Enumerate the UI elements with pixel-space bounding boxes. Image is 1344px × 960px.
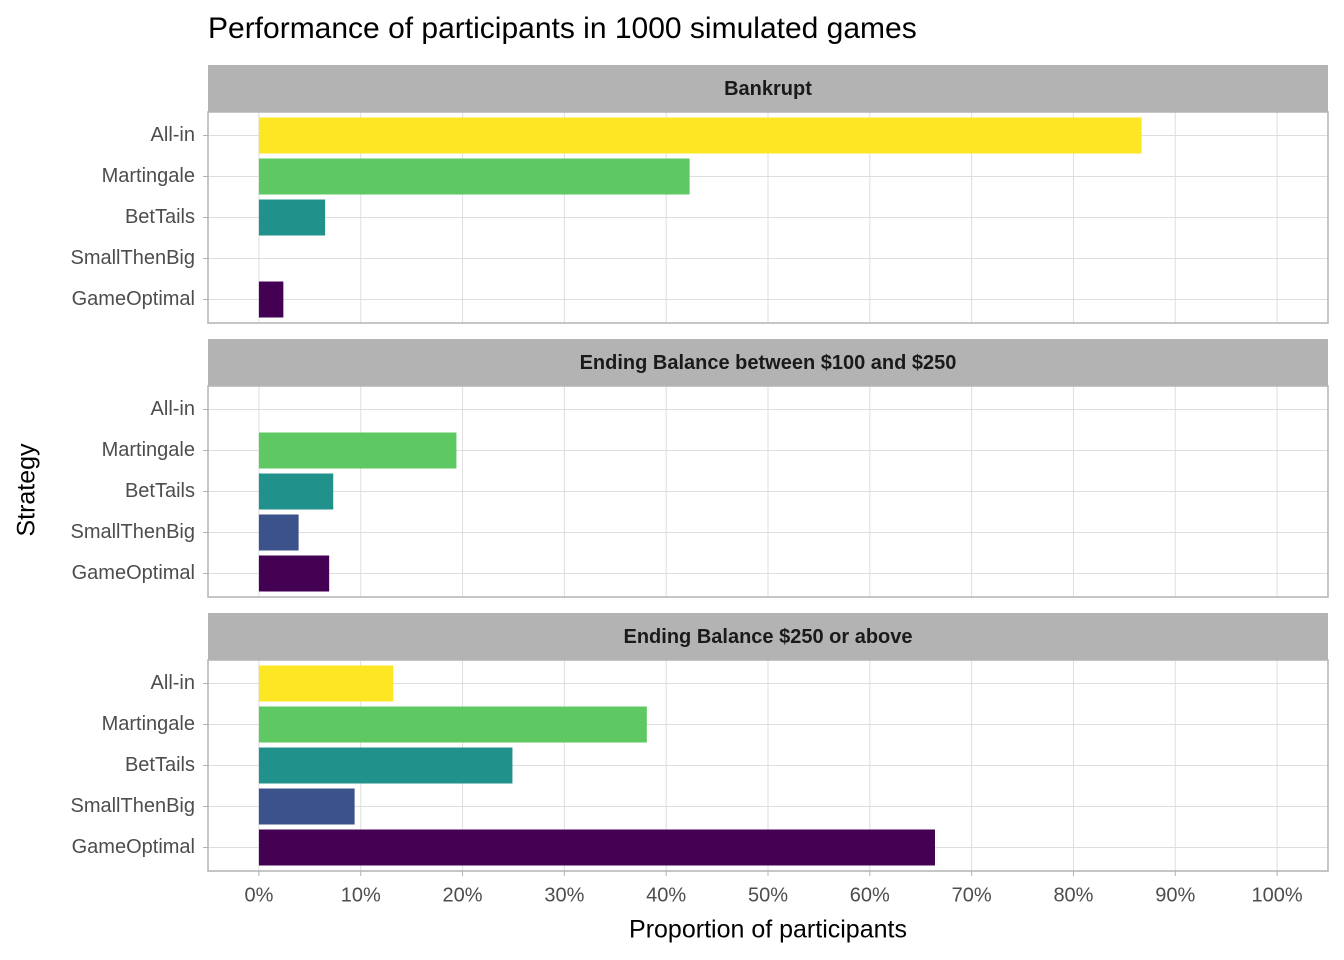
x-tick-label: 50% (748, 884, 788, 906)
y-tick-label: GameOptimal (72, 836, 195, 858)
bar (258, 281, 284, 318)
bar (258, 747, 513, 784)
y-tick-label: GameOptimal (72, 562, 195, 584)
bar (258, 117, 1142, 154)
bar (258, 555, 330, 592)
bar (258, 788, 355, 825)
x-tick-label: 80% (1053, 884, 1093, 906)
x-tick-label: 100% (1252, 884, 1303, 906)
y-tick-label: SmallThenBig (70, 521, 195, 543)
y-tick-label: Martingale (102, 439, 195, 461)
chart-title: Performance of participants in 1000 simu… (208, 12, 917, 45)
x-tick-label: 20% (443, 884, 483, 906)
x-tick-label: 40% (646, 884, 686, 906)
x-tick-label: 10% (341, 884, 381, 906)
bar (258, 432, 457, 469)
bar (258, 829, 935, 866)
strip-title: Ending Balance between $100 and $250 (580, 352, 957, 374)
y-axis-title: Strategy (13, 443, 41, 537)
y-tick-label: BetTails (125, 754, 195, 776)
y-tick-label: All-in (151, 124, 195, 146)
y-tick-label: SmallThenBig (70, 247, 195, 269)
y-tick-label: GameOptimal (72, 288, 195, 310)
bar (258, 473, 334, 510)
y-tick-label: All-in (151, 672, 195, 694)
strip (208, 65, 1328, 112)
x-tick-label: 70% (952, 884, 992, 906)
y-tick-label: Martingale (102, 713, 195, 735)
strip (208, 339, 1328, 386)
x-tick-label: 0% (244, 884, 273, 906)
x-tick-label: 60% (850, 884, 890, 906)
bar (258, 665, 394, 702)
x-tick-label: 90% (1155, 884, 1195, 906)
bar (258, 514, 299, 551)
y-tick-label: BetTails (125, 206, 195, 228)
strip (208, 613, 1328, 660)
y-tick-label: BetTails (125, 480, 195, 502)
bar (258, 706, 647, 743)
x-axis-title: Proportion of participants (629, 916, 907, 944)
x-tick-label: 30% (544, 884, 584, 906)
bar (258, 158, 690, 195)
panel-border (207, 385, 1329, 598)
bar (258, 199, 326, 236)
strip-title: Ending Balance $250 or above (624, 626, 913, 648)
y-tick-label: SmallThenBig (70, 795, 195, 817)
panel-border (207, 111, 1329, 324)
y-tick-label: All-in (151, 398, 195, 420)
y-tick-label: Martingale (102, 165, 195, 187)
strip-title: Bankrupt (724, 78, 812, 100)
